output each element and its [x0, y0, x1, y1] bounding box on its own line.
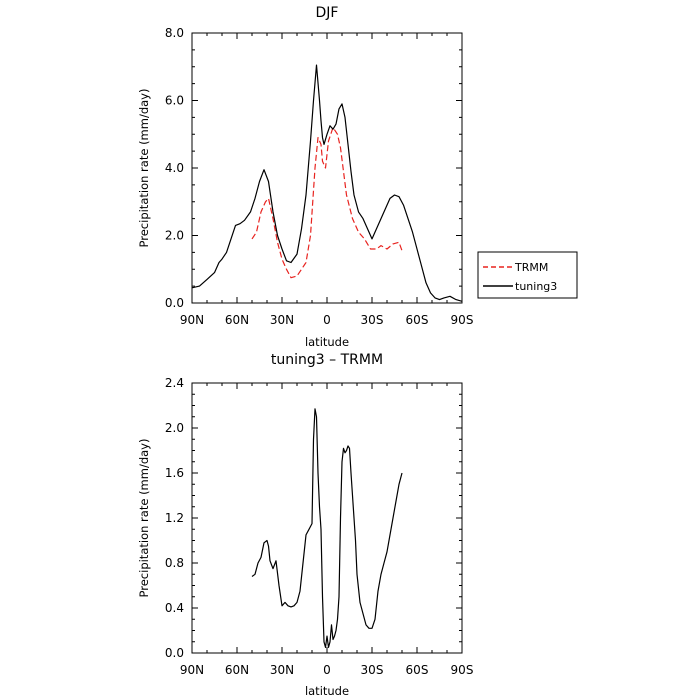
bottom-panel: tuning3 – TRMM 90N 60N 30N 0 30S 60S 90S 0.00.…: [137, 352, 473, 698]
legend-box: [477, 251, 578, 299]
x-tick-label: 0: [323, 313, 331, 327]
bottom-y-axis-label: Precipitation rate (mm/day): [137, 439, 151, 598]
x-tick-label: 90S: [451, 663, 474, 677]
x-tick-label: 90N: [180, 313, 204, 327]
top-plot-frame: [191, 32, 463, 304]
bottom-y-ticks: 0.0 0.4 0.8 1.2 1.6 2.0 2.4: [165, 376, 462, 660]
y-tick-label: 0.8: [165, 556, 184, 570]
x-tick-label: 30S: [361, 663, 384, 677]
top-panel: DJF 90N 60N 30N 0 30S 60S 90S 0.02.04.06.08.0 …: [137, 5, 473, 349]
top-x-ticks: 90N 60N 30N 0 30S 60S 90S: [180, 33, 474, 327]
x-tick-label: 60N: [225, 663, 249, 677]
top-series-trmm-line: [251, 126, 403, 279]
x-tick-label: 30N: [270, 663, 294, 677]
top-y-ticks: 0.0 2.0 4.0 6.0 8.0: [165, 26, 462, 310]
top-y-axis-label: Precipitation rate (mm/day): [137, 89, 151, 248]
top-chart-title: DJF: [316, 5, 339, 21]
y-tick-label: 0.0: [165, 296, 184, 310]
x-tick-label: 60N: [225, 313, 249, 327]
y-tick-label: 1.2: [165, 511, 184, 525]
top-series-group: [191, 64, 463, 302]
y-tick-label: 4.0: [165, 161, 184, 175]
x-tick-label: 0: [323, 663, 331, 677]
bottom-series-group: [251, 408, 403, 649]
top-series-tuning3-line: [191, 64, 463, 302]
x-tick-label: 60S: [406, 663, 429, 677]
y-tick-label: 8.0: [165, 26, 184, 40]
x-tick-label: 30S: [361, 313, 384, 327]
top-x-axis-label: latitude: [305, 335, 349, 349]
bottom-series-difference-line: [251, 408, 403, 649]
bottom-plot-frame: [191, 382, 463, 654]
y-tick-label: 0.4: [165, 601, 184, 615]
y-tick-label: 2.0: [165, 421, 184, 435]
y-tick-label: 1.6: [165, 466, 184, 480]
legend: TRMM tuning3: [477, 251, 578, 299]
bottom-x-axis-label: latitude: [305, 684, 349, 698]
x-tick-label: 30N: [270, 313, 294, 327]
y-tick-label: 6.0: [165, 94, 184, 108]
y-tick-label: 0.0: [165, 646, 184, 660]
x-tick-label: 60S: [406, 313, 429, 327]
legend-tuning3-label: tuning3: [515, 280, 557, 293]
bottom-chart-title: tuning3 – TRMM: [271, 352, 383, 368]
x-tick-label: 90S: [451, 313, 474, 327]
bottom-x-ticks: 90N 60N 30N 0 30S 60S 90S: [180, 383, 474, 677]
y-tick-label: 2.0: [165, 229, 184, 243]
legend-trmm-label: TRMM: [514, 261, 548, 274]
y-tick-label: 2.4: [165, 376, 184, 390]
x-tick-label: 90N: [180, 663, 204, 677]
